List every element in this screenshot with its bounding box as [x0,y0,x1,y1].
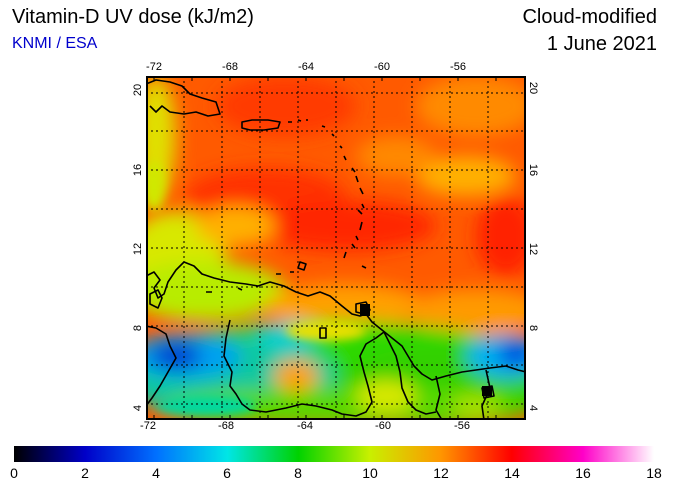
right-lat-tick: 4 [527,404,539,412]
colorbar [14,446,654,462]
mode-label: Cloud-modified [522,6,657,28]
colorbar-label: 18 [646,465,662,481]
left-lat-tick: 4 [132,404,144,412]
right-lat-tick: 8 [527,324,539,332]
colorbar-label: 4 [152,465,160,481]
reservoir-blob [482,386,492,396]
colorbar-label: 16 [575,465,591,481]
map-frame [146,76,526,420]
bottom-lon-tick: -60 [375,420,391,432]
colorbar-label: 0 [10,465,18,481]
colorbar-label: 8 [294,465,302,481]
colorbar-label: 10 [362,465,378,481]
bottom-lon-tick: -68 [218,420,234,432]
top-lon-tick: -68 [222,61,238,73]
bottom-lon-tick: -64 [297,420,313,432]
top-lon-tick: -72 [146,61,162,73]
map-title: Vitamin-D UV dose (kJ/m2) [12,6,254,28]
colorbar-label: 6 [223,465,231,481]
top-lon-tick: -60 [374,61,390,73]
bottom-lon-tick: -72 [140,420,156,432]
graticule [146,76,526,420]
left-lat-tick: 16 [132,163,144,177]
left-lat-tick: 20 [132,83,144,97]
colorbar-label: 14 [504,465,520,481]
right-lat-tick: 16 [527,163,539,177]
bottom-lon-tick: -56 [454,420,470,432]
date-label: 1 June 2021 [546,33,657,55]
frame-ticks [153,76,497,420]
trinidad-blob [360,304,370,316]
uv-field-blobs [146,76,526,420]
colorbar-label: 12 [433,465,449,481]
top-lon-tick: -64 [298,61,314,73]
colorbar-label: 2 [81,465,89,481]
right-lat-tick: 20 [527,81,539,95]
right-lat-tick: 12 [527,242,539,256]
coastlines [146,79,526,420]
uv-dose-map [146,76,526,420]
credit-label: KNMI / ESA [12,35,98,52]
left-lat-tick: 8 [132,324,144,332]
left-lat-tick: 12 [132,242,144,256]
top-lon-tick: -56 [450,61,466,73]
